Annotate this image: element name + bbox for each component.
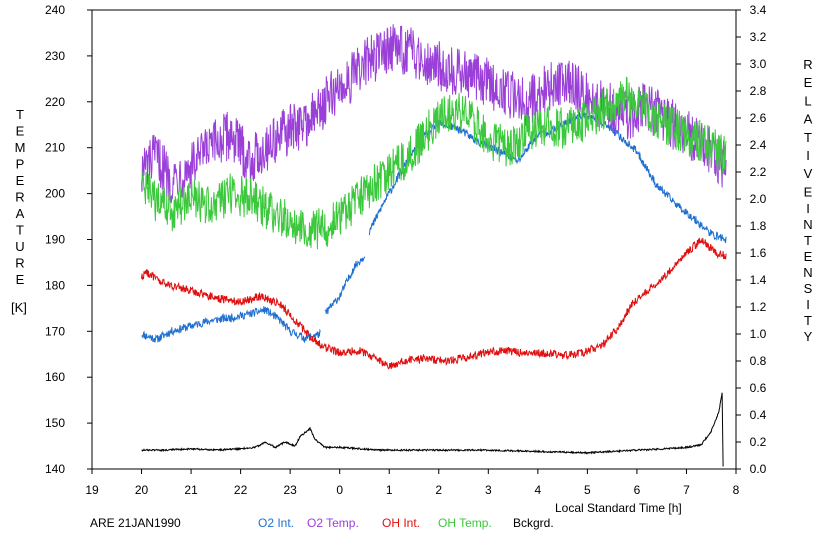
left-title-letter: U <box>15 239 24 254</box>
right-title-letter: E <box>804 75 813 90</box>
y-left-tick-label: 230 <box>45 49 65 63</box>
right-axis-ticks: 0.0 0.2 0.4 0.6 0.8 1.0 1.2 1.4 1.6 1.8 2.0 2.2 2.4 2… <box>736 3 767 476</box>
right-title-letter: I <box>806 201 810 216</box>
y-right-tick-label: 0.8 <box>750 354 767 368</box>
x-tick-label: 0 <box>336 483 343 497</box>
y-right-tick-label: 0.6 <box>750 381 767 395</box>
legend-entry: Bckgrd. <box>513 516 554 530</box>
station-label: ARE 21JAN1990 <box>90 516 181 530</box>
left-title-letter: R <box>15 190 24 205</box>
right-title-letter: I <box>806 297 810 312</box>
right-title-letter: S <box>804 281 813 296</box>
legend-entry: OH Temp. <box>438 516 492 530</box>
right-title-letter: Y <box>804 329 813 344</box>
y-right-tick-label: 2.8 <box>750 84 767 98</box>
y-left-tick-label: 160 <box>45 370 65 384</box>
x-tick-label: 6 <box>634 483 641 497</box>
left-title-letter: E <box>16 124 25 139</box>
x-axis-ticks: 19 20 21 22 23 0 1 2 3 4 5 6 7 8 <box>85 469 740 497</box>
y-left-tick-label: 140 <box>45 462 65 476</box>
x-tick-label: 23 <box>283 483 297 497</box>
right-title-letter: N <box>803 217 812 232</box>
right-title-letter: I <box>806 148 810 163</box>
plot-frame <box>91 9 737 470</box>
y-left-tick-label: 210 <box>45 141 65 155</box>
y-left-tick-label: 190 <box>45 233 65 247</box>
left-title-letter: T <box>16 107 24 122</box>
series-line <box>141 237 727 370</box>
y-right-tick-label: 1.6 <box>750 246 767 260</box>
y-right-tick-label: 1.4 <box>750 273 767 287</box>
right-title-letter: A <box>804 112 813 127</box>
right-title-letter: T <box>804 130 812 145</box>
y-right-tick-label: 1.8 <box>750 219 767 233</box>
y-right-tick-label: 0.0 <box>750 462 767 476</box>
y-left-tick-label: 150 <box>45 416 65 430</box>
legend-entry: O2 Int. <box>258 516 294 530</box>
series-line <box>141 76 727 250</box>
left-title-letter: T <box>16 223 24 238</box>
series-line <box>141 392 724 467</box>
x-tick-label: 21 <box>184 483 198 497</box>
y-right-tick-label: 2.6 <box>750 111 767 125</box>
y-right-tick-label: 1.0 <box>750 327 767 341</box>
left-title-letter: M <box>15 140 26 155</box>
x-tick-label: 7 <box>683 483 690 497</box>
y-right-tick-label: 0.2 <box>750 435 767 449</box>
x-tick-label: 8 <box>733 483 740 497</box>
x-tick-label: 2 <box>435 483 442 497</box>
left-title-letter: P <box>16 157 25 172</box>
y-right-tick-label: 3.0 <box>750 57 767 71</box>
x-tick-label: 20 <box>135 483 149 497</box>
y-left-tick-label: 170 <box>45 324 65 338</box>
right-title-letter: E <box>804 249 813 264</box>
right-title-letter: N <box>803 265 812 280</box>
left-axis-unit: [K] <box>11 300 27 315</box>
right-title-letter: V <box>804 166 813 181</box>
y-right-tick-label: 2.2 <box>750 165 767 179</box>
right-title-letter: E <box>804 184 813 199</box>
right-title-letter: T <box>804 233 812 248</box>
x-tick-label: 5 <box>584 483 591 497</box>
x-tick-label: 1 <box>386 483 393 497</box>
y-right-tick-label: 0.4 <box>750 408 767 422</box>
left-title-letter: A <box>16 206 25 221</box>
legend: O2 Int. O2 Temp. OH Int. OH Temp. Bckgrd. <box>258 516 554 530</box>
y-left-tick-label: 220 <box>45 95 65 109</box>
left-axis-ticks: 140 150 160 170 180 190 200 210 220 230 240 <box>45 3 92 476</box>
x-tick-label: 4 <box>535 483 542 497</box>
series-line <box>141 24 727 204</box>
y-right-tick-label: 2.0 <box>750 192 767 206</box>
series-lines <box>141 24 727 467</box>
y-left-tick-label: 240 <box>45 3 65 17</box>
y-right-tick-label: 1.2 <box>750 300 767 314</box>
y-right-tick-label: 3.2 <box>750 30 767 44</box>
y-right-tick-label: 2.4 <box>750 138 767 152</box>
left-title-letter: E <box>16 173 25 188</box>
legend-entry: O2 Temp. <box>307 516 359 530</box>
left-title-letter: R <box>15 256 24 271</box>
right-title-letter: T <box>804 313 812 328</box>
y-left-tick-label: 180 <box>45 278 65 292</box>
x-tick-label: 3 <box>485 483 492 497</box>
legend-entry: OH Int. <box>382 516 420 530</box>
left-title-letter: E <box>16 272 25 287</box>
right-title-letter: R <box>803 57 812 72</box>
x-tick-label: 19 <box>85 483 99 497</box>
x-axis-label: Local Standard Time [h] <box>555 501 682 515</box>
x-tick-label: 22 <box>234 483 248 497</box>
y-left-tick-label: 200 <box>45 187 65 201</box>
right-title-letter: L <box>804 93 811 108</box>
y-right-tick-label: 3.4 <box>750 3 767 17</box>
